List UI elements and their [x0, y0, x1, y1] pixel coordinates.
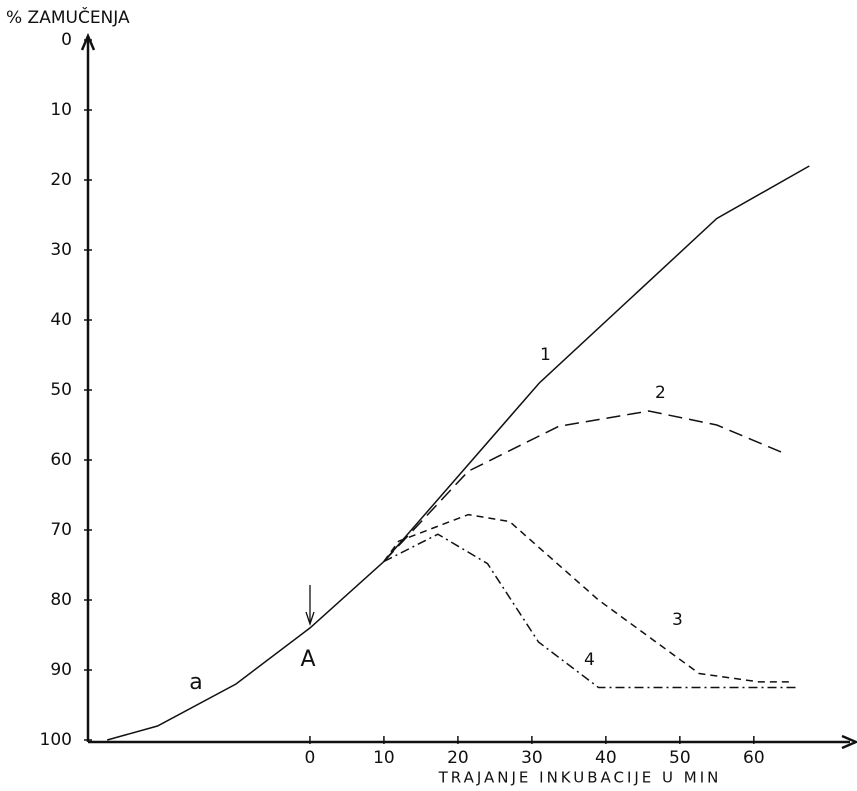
y-tick-label: 50 [50, 380, 72, 400]
series-label: 3 [672, 610, 683, 630]
x-tick-label: 40 [595, 748, 617, 768]
y-tick-label: 80 [50, 590, 72, 610]
y-tick-label: 70 [50, 520, 72, 540]
y-axis-arrow [80, 32, 96, 51]
x-tick-label: 30 [521, 748, 543, 768]
x-tick-label: 50 [669, 748, 691, 768]
y-tick-label: 60 [50, 450, 72, 470]
y-axis-label: % ZAMUČENJA [6, 6, 130, 28]
y-tick-label: 100 [40, 730, 72, 750]
y-tick-label: 40 [50, 310, 72, 330]
line [383, 513, 790, 683]
series-label: 2 [655, 383, 666, 403]
x-tick-label: 20 [447, 748, 469, 768]
x-tick-label: 0 [305, 748, 316, 768]
line [383, 410, 784, 563]
x-axis-arrow [841, 734, 857, 750]
x-tick-label: 60 [743, 748, 765, 768]
annotation: a [189, 670, 202, 695]
series-label: 1 [540, 345, 551, 365]
y-tick-label: 0 [61, 30, 72, 50]
x-axis-label: TRAJANJE INKUBACIJE U MIN [438, 769, 722, 787]
annotation: A [300, 647, 315, 672]
y-tick-label: 20 [50, 170, 72, 190]
arrow-head [305, 611, 315, 627]
x-tick-label: 10 [373, 748, 395, 768]
y-tick-label: 90 [50, 660, 72, 680]
y-tick-label: 30 [50, 240, 72, 260]
y-tick-label: 10 [50, 100, 72, 120]
series-label: 4 [584, 650, 595, 670]
line [106, 165, 810, 741]
